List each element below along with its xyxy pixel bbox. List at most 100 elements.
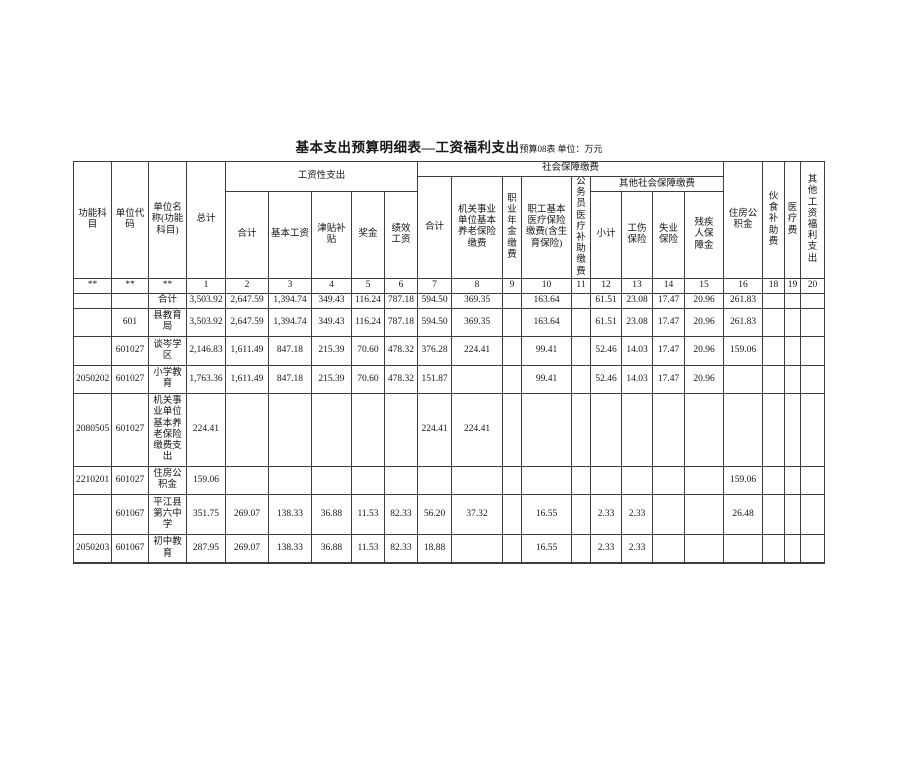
value-cell: 11.53 (350, 493, 385, 535)
value-cell: 1,611.49 (224, 335, 269, 366)
value-cell (502, 364, 522, 394)
value-cell (502, 392, 522, 467)
value-cell (784, 533, 801, 565)
value-cell: 224.41 (185, 392, 226, 467)
value-cell (502, 533, 522, 565)
value-cell: 2,647.59 (224, 307, 269, 337)
value-cell: 11.53 (350, 533, 385, 565)
code-cell: 601027 (110, 335, 149, 366)
value-cell (621, 392, 653, 467)
value-cell (652, 533, 685, 565)
value-cell (451, 364, 503, 394)
value-cell: 2.33 (621, 533, 653, 565)
value-cell: 2,146.83 (185, 335, 226, 366)
column-number: 16 (723, 277, 763, 294)
value-cell (621, 465, 653, 495)
column-number: ** (147, 277, 187, 294)
value-cell: 61.51 (590, 307, 622, 337)
value-cell: 99.41 (521, 335, 572, 366)
value-cell (762, 465, 785, 495)
value-cell: 17.47 (652, 292, 685, 309)
value-cell (310, 392, 352, 467)
unit-label: 单位：万元 (557, 144, 603, 154)
value-cell (267, 465, 312, 495)
column-number: 18 (762, 277, 785, 294)
value-cell: 116.24 (350, 292, 385, 309)
code-cell: 601 (110, 307, 149, 337)
value-cell: 594.50 (417, 292, 452, 309)
col-header-other-welfare: 其他工资福利支出 (800, 161, 825, 279)
value-cell (571, 307, 591, 337)
column-number: 1 (185, 277, 226, 294)
unit-name-cell: 谈岑学区 (147, 335, 187, 366)
col-header-unit-name: 单位名称(功能科目) (147, 161, 187, 279)
value-cell (502, 465, 522, 495)
value-cell: 138.33 (267, 533, 312, 565)
value-cell: 17.47 (652, 335, 685, 366)
column-number: 2 (224, 277, 269, 294)
column-number: 10 (521, 277, 572, 294)
col-header-injury-insurance: 工伤保险 (621, 191, 653, 279)
value-cell (451, 533, 503, 565)
value-cell (784, 392, 801, 467)
value-cell (762, 364, 785, 394)
code-cell (72, 307, 112, 337)
value-cell: 23.08 (621, 292, 653, 309)
value-cell: 269.07 (224, 533, 269, 565)
value-cell: 847.18 (267, 335, 312, 366)
value-cell: 215.39 (310, 364, 352, 394)
value-cell: 369.35 (451, 292, 503, 309)
value-cell (723, 392, 763, 467)
unit-name-cell: 小学教育 (147, 364, 187, 394)
value-cell: 16.55 (521, 493, 572, 535)
column-number: 13 (621, 277, 653, 294)
value-cell (571, 364, 591, 394)
value-cell: 215.39 (310, 335, 352, 366)
code-cell: 2210201 (72, 465, 112, 495)
value-cell: 37.32 (451, 493, 503, 535)
value-cell: 23.08 (621, 307, 653, 337)
value-cell: 70.60 (350, 335, 385, 366)
code-cell: 2050203 (72, 533, 112, 565)
value-cell (451, 465, 503, 495)
column-number: 7 (417, 277, 452, 294)
value-cell: 159.06 (723, 465, 763, 495)
value-cell: 269.07 (224, 493, 269, 535)
col-header-housing-fund: 住房公积金 (723, 161, 763, 279)
value-cell (502, 335, 522, 366)
document-page: 基本支出预算明细表—工资福利支出预算08表 单位：万元 功能科目 单位代码 单位名… (0, 140, 898, 565)
header-row-leaf-cols: 合计 基本工资 津贴补贴 奖金 绩效工资 小计 工伤保险 失业保险 残疾人保障金 (73, 191, 824, 279)
value-cell (762, 307, 785, 337)
value-cell: 847.18 (267, 364, 312, 394)
column-number: 14 (652, 277, 685, 294)
value-cell (723, 533, 763, 565)
value-cell (800, 364, 825, 394)
value-cell: 287.95 (185, 533, 226, 565)
value-cell (762, 292, 785, 309)
col-header-meal-allowance: 伙食补助费 (762, 161, 785, 279)
code-cell: 601067 (110, 533, 149, 565)
col-header-bonus: 奖金 (350, 191, 385, 279)
value-cell: 2.33 (590, 493, 622, 535)
value-cell (383, 392, 419, 467)
column-number: 11 (571, 277, 591, 294)
value-cell (521, 465, 572, 495)
col-header-unemployment-insurance: 失业保险 (652, 191, 685, 279)
value-cell: 163.64 (521, 307, 572, 337)
group-header-social-security: 社会保障缴费 (417, 161, 724, 177)
value-cell: 16.55 (521, 533, 572, 565)
value-cell: 14.03 (621, 335, 653, 366)
col-header-performance-pay: 绩效工资 (383, 191, 419, 279)
code-cell: 2050202 (72, 364, 112, 394)
col-header-medical-fee: 医疗费 (784, 161, 801, 279)
value-cell (571, 493, 591, 535)
value-cell: 116.24 (350, 307, 385, 337)
unit-name-cell: 县教育局 (147, 307, 187, 337)
value-cell: 99.41 (521, 364, 572, 394)
value-cell (784, 465, 801, 495)
value-cell: 138.33 (267, 493, 312, 535)
column-number: 4 (310, 277, 352, 294)
value-cell (417, 465, 452, 495)
value-cell (521, 392, 572, 467)
value-cell: 369.35 (451, 307, 503, 337)
